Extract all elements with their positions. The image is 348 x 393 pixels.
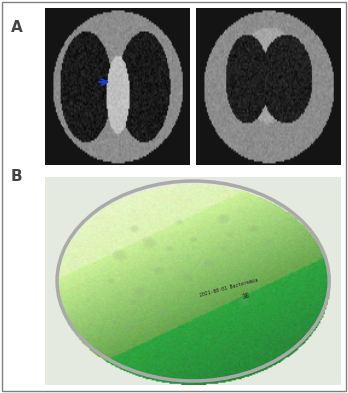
Text: 3E: 3E <box>242 292 251 299</box>
Text: B: B <box>10 169 22 184</box>
Text: 2021-08-01 Bacteremia: 2021-08-01 Bacteremia <box>199 277 259 298</box>
Text: A: A <box>10 20 22 35</box>
